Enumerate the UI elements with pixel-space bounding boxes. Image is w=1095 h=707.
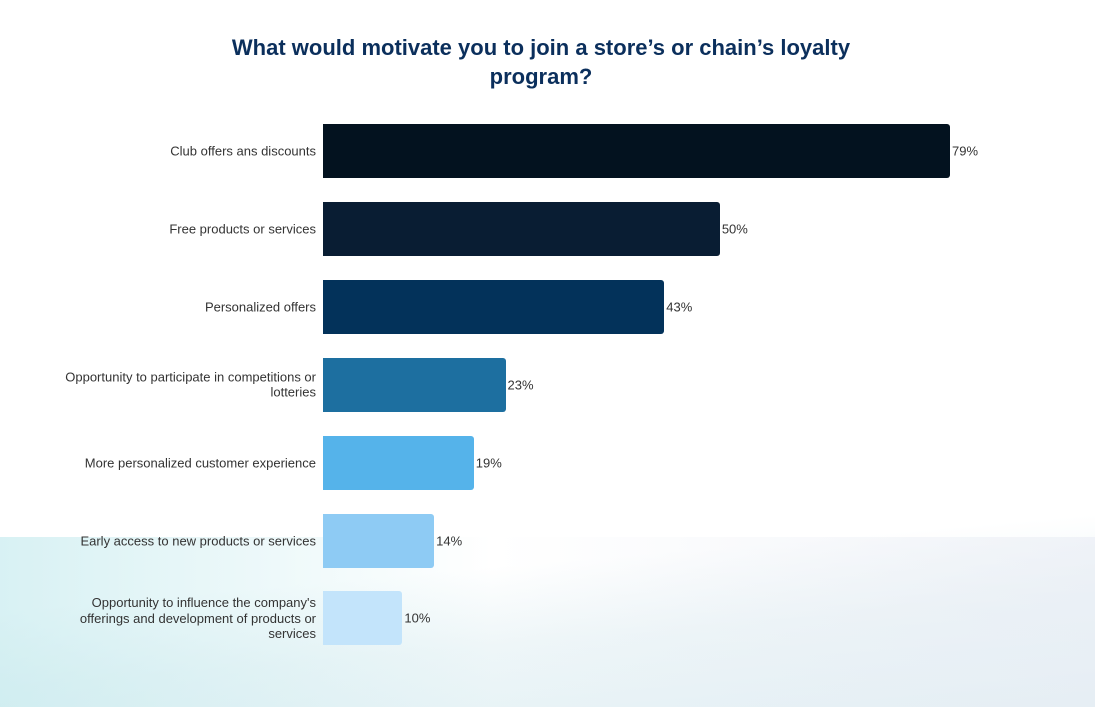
category-label: More personalized customer experience — [84, 454, 316, 470]
category-label: Opportunity to influence the company's o… — [79, 595, 316, 642]
bar — [323, 279, 665, 334]
value-label: 10% — [404, 610, 431, 626]
bar — [323, 357, 506, 412]
value-label: 14% — [436, 533, 463, 548]
value-label: 43% — [666, 299, 693, 315]
chart-title: What would motivate you to join a store’… — [231, 35, 851, 89]
bar — [323, 201, 720, 256]
bar — [323, 591, 403, 646]
value-label: 79% — [952, 143, 979, 159]
value-label: 19% — [475, 455, 502, 471]
value-label: 50% — [721, 221, 748, 237]
category-label: Early access to new products or services — [80, 532, 316, 548]
bar — [323, 124, 950, 178]
value-label: 23% — [507, 377, 534, 393]
bar — [323, 513, 435, 568]
category-label: Club offers ans discounts — [170, 143, 316, 159]
bar — [323, 435, 474, 490]
category-label: Free products or services — [169, 221, 316, 237]
category-label: Opportunity to participate in competitio… — [65, 369, 316, 400]
category-label: Personalized offers — [204, 299, 316, 315]
